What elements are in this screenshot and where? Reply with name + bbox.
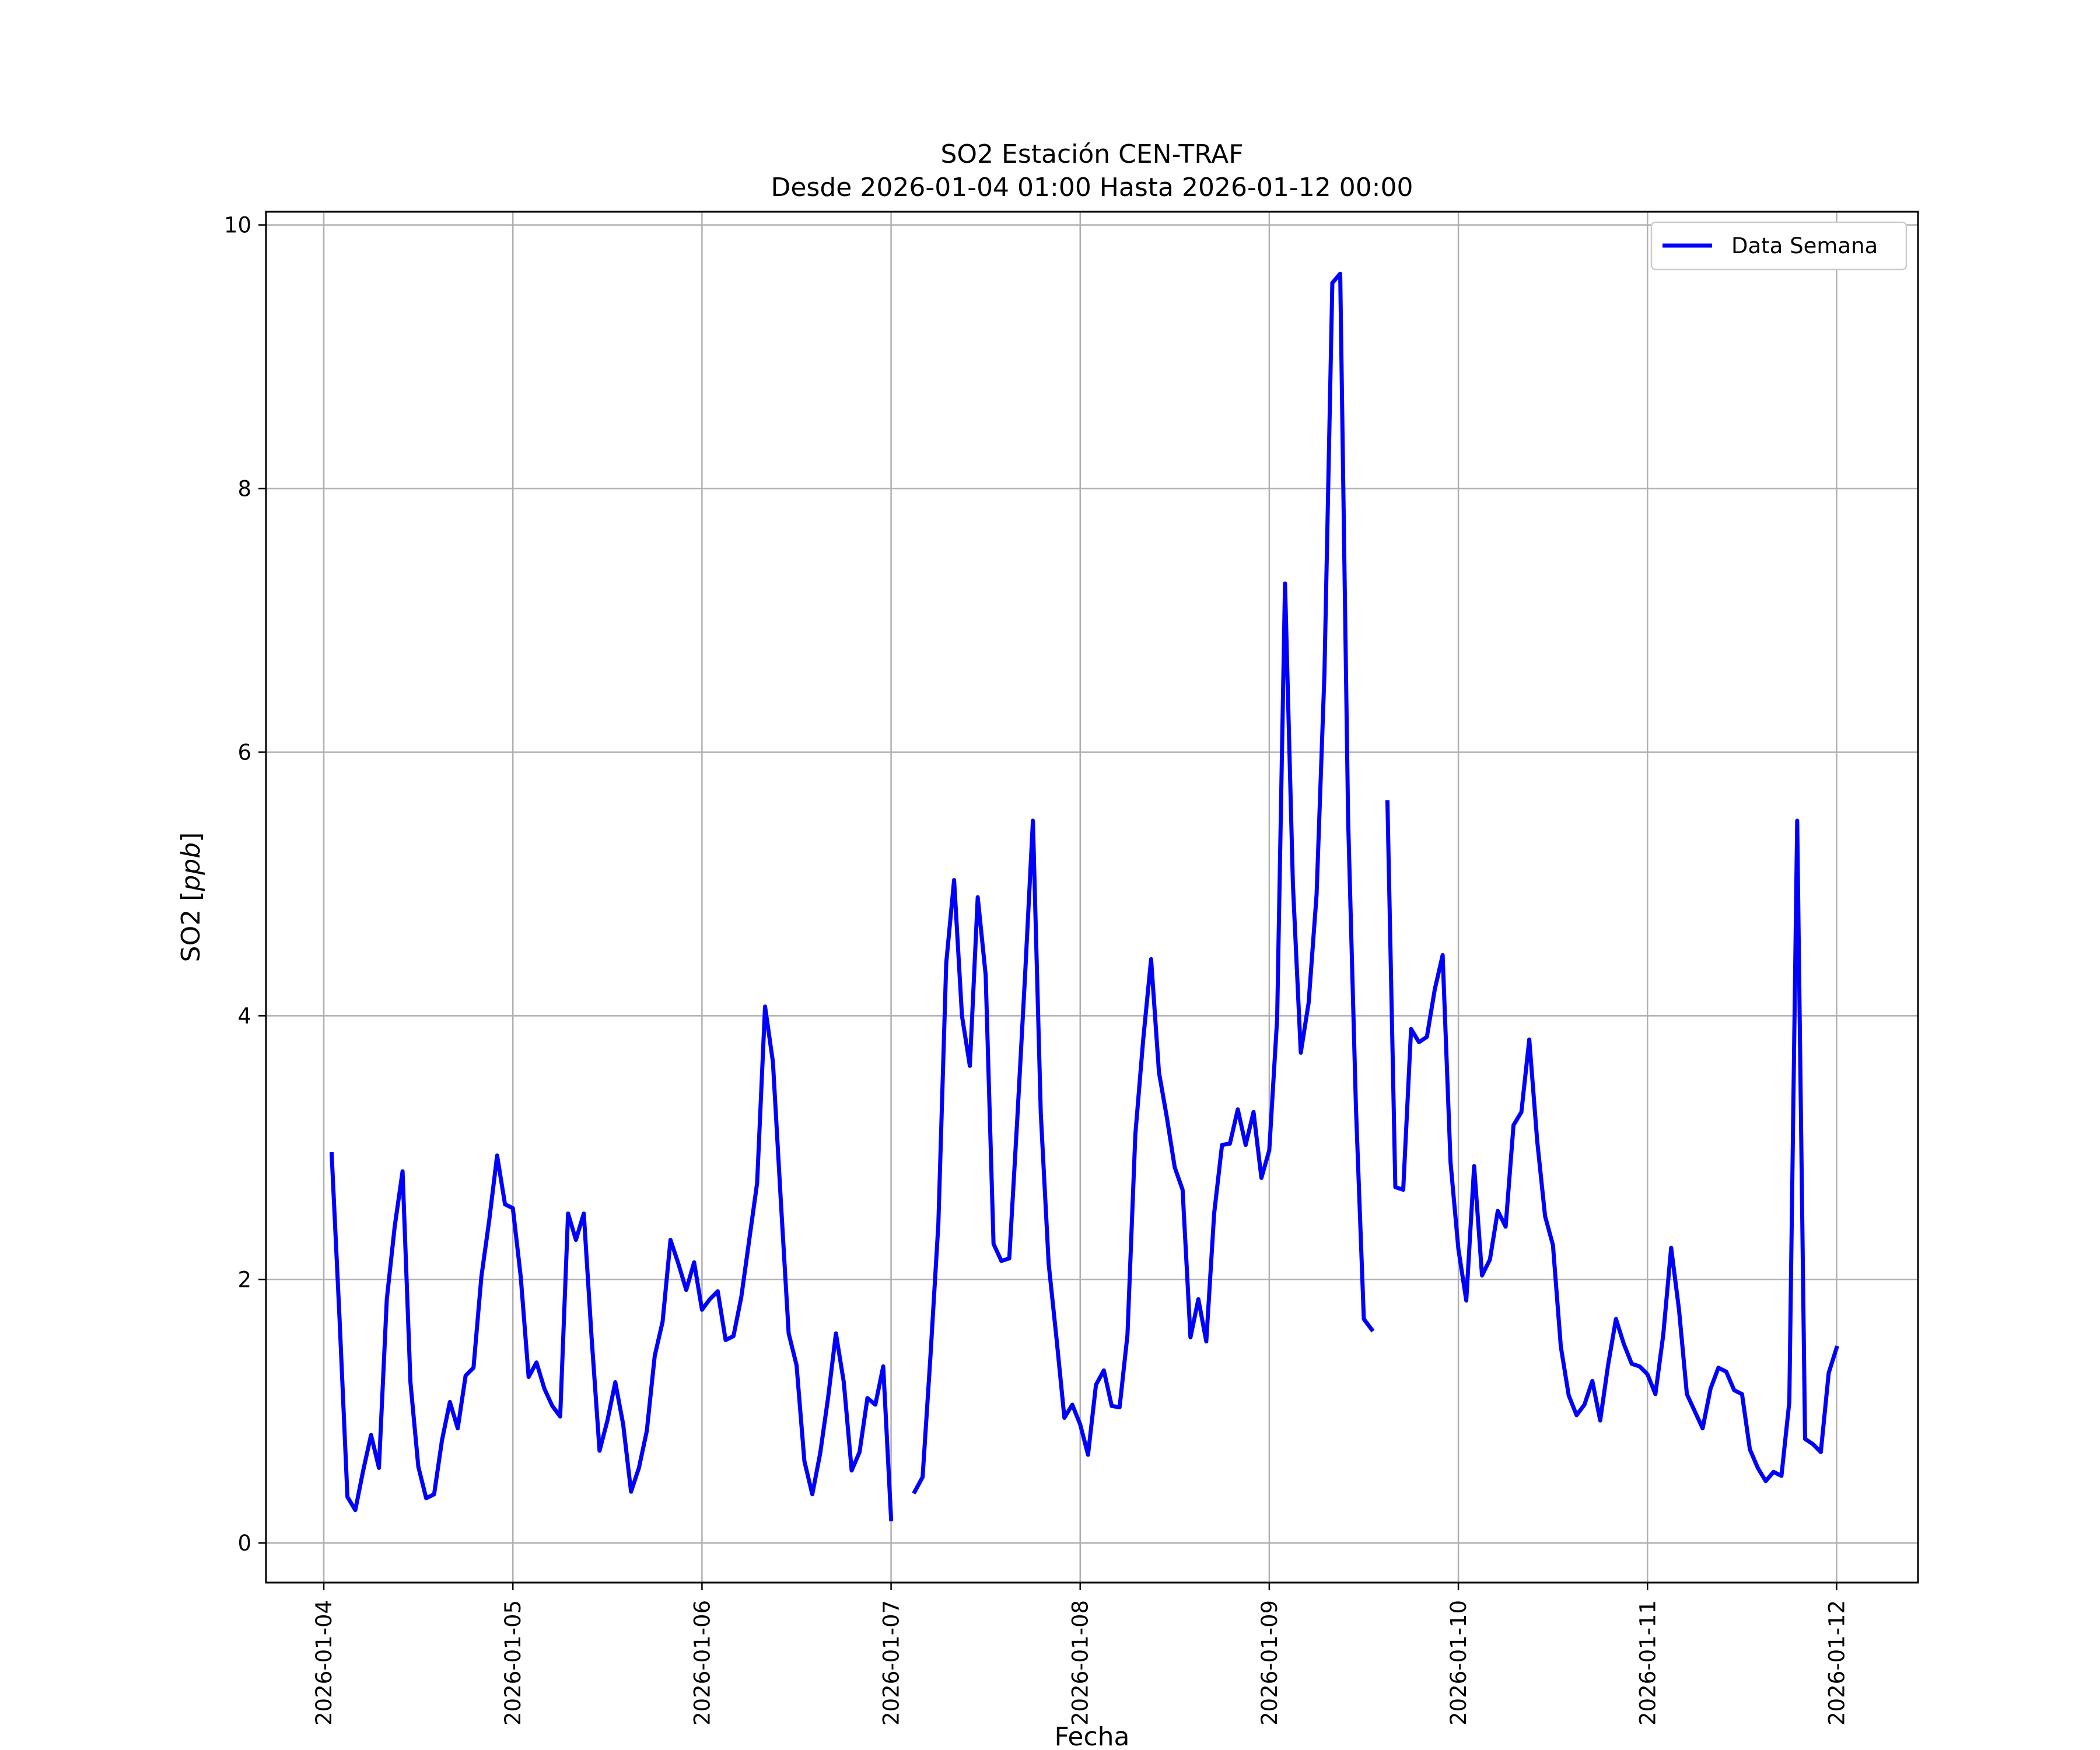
y-tick-label: 4: [237, 1003, 251, 1028]
x-tick-label: 2026-01-04: [312, 1600, 337, 1726]
x-tick-label: 2026-01-05: [501, 1600, 526, 1726]
chart-title: SO2 Estación CEN-TRAF: [940, 139, 1243, 169]
y-tick-label: 6: [237, 740, 251, 765]
series-line-segment-2: [912, 271, 1375, 1494]
legend: Data Semana: [1650, 221, 1908, 271]
series-line-segment-3: [1385, 800, 1839, 1483]
y-tick-label: 2: [237, 1267, 251, 1292]
x-axis-label: Fecha: [1054, 1722, 1129, 1750]
series-layer: [329, 271, 1839, 1522]
x-tick-label: 2026-01-11: [1635, 1600, 1660, 1726]
legend-label-data-semana: Data Semana: [1731, 233, 1878, 258]
x-tick-label: 2026-01-08: [1068, 1600, 1093, 1726]
x-tick-label: 2026-01-12: [1824, 1600, 1849, 1726]
y-axis-label-main: SO2 [: [176, 891, 206, 963]
y-tick-label: 8: [237, 477, 251, 502]
y-tick-label: 10: [224, 213, 251, 238]
x-tick-label: 2026-01-09: [1257, 1600, 1282, 1726]
x-tick-label: 2026-01-06: [690, 1600, 715, 1726]
chart-subtitle: Desde 2026-01-04 01:00 Hasta 2026-01-12 …: [771, 173, 1413, 202]
series-line-segment-1: [329, 1005, 894, 1522]
x-tick-label: 2026-01-07: [879, 1600, 904, 1726]
y-axis-label: SO2 [ppb]: [176, 832, 206, 963]
grid: [266, 212, 1918, 1583]
y-axis-label-unit: ppb: [176, 842, 206, 892]
ticks: 2026-01-04 2026-01-05 2026-01-06 2026-01-07…: [224, 213, 1850, 1726]
legend-box: [1650, 221, 1908, 271]
y-tick-label: 0: [237, 1531, 251, 1556]
y-axis-label-close: ]: [176, 832, 206, 842]
x-tick-label: 2026-01-10: [1446, 1600, 1471, 1726]
plot-frame: [265, 211, 1919, 1584]
